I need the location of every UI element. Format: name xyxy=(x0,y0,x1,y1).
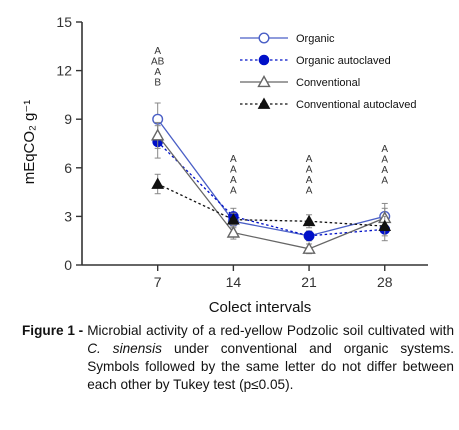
legend-label: Organic autoclaved xyxy=(296,55,391,67)
significance-letter: A xyxy=(306,186,313,197)
data-point xyxy=(378,219,392,232)
legend-marker xyxy=(258,32,270,44)
legend: Organic Organic autoclaved Conventional Con… xyxy=(240,32,416,111)
data-point xyxy=(302,214,316,227)
caption-text: Microbial activity of a red-yellow Podzo… xyxy=(87,322,454,394)
caption-label: Figure 1 - xyxy=(22,323,84,338)
significance-letter: A xyxy=(306,175,313,186)
x-tick-label: 21 xyxy=(301,274,317,290)
y-tick-label: 6 xyxy=(64,160,72,176)
series-layer xyxy=(150,102,392,255)
y-tick-label: 15 xyxy=(56,14,72,30)
y-axis-title: mEqCO₂ g⁻¹ xyxy=(21,100,38,185)
data-point xyxy=(150,128,165,141)
significance-letter: A xyxy=(381,155,388,166)
significance-letter: A xyxy=(230,175,237,186)
x-tick-label: 14 xyxy=(226,274,242,290)
legend-label: Conventional autoclaved xyxy=(296,99,416,111)
x-tick-label: 7 xyxy=(154,274,162,290)
data-point xyxy=(302,241,316,254)
figure-caption: Figure 1 - Microbial activity of a red-y… xyxy=(22,322,454,394)
data-point xyxy=(226,225,241,238)
legend-marker xyxy=(257,97,271,109)
series-conventional-autoclaved xyxy=(151,173,392,237)
data-point xyxy=(227,213,240,225)
series-line xyxy=(157,118,385,237)
significance-letter: A xyxy=(306,154,313,165)
significance-letter: A xyxy=(230,186,237,197)
y-tick-label: 0 xyxy=(64,257,72,273)
significance-letter: AB xyxy=(151,57,165,68)
series-organic-autoclaved xyxy=(152,125,391,242)
series-conventional xyxy=(150,121,392,255)
significance-letter: A xyxy=(154,46,161,57)
significance-letter: A xyxy=(230,165,237,176)
significance-letter: B xyxy=(154,78,161,89)
x-tick-label: 28 xyxy=(377,274,393,290)
caption-text-before: Microbial activity of a red-yellow Podzo… xyxy=(87,323,454,338)
y-tick-label: 12 xyxy=(56,63,72,79)
y-tick-label: 9 xyxy=(64,111,72,127)
x-axis-title: Colect intervals xyxy=(209,299,312,316)
legend-marker xyxy=(258,54,270,66)
legend-label: Conventional xyxy=(296,77,360,89)
data-point xyxy=(303,230,315,242)
axes: 0 3 6 9 12 15 7 14 21 28 xyxy=(56,14,428,290)
significance-letter: A xyxy=(381,176,388,187)
significance-letter: A xyxy=(381,144,388,155)
legend-marker xyxy=(257,75,271,88)
significance-letter: A xyxy=(154,67,161,78)
legend-label: Organic xyxy=(296,33,335,45)
data-point xyxy=(151,177,165,189)
significance-letter: A xyxy=(381,165,388,176)
caption-text-after: under conventional and organic systems. … xyxy=(87,341,455,392)
significance-letter: A xyxy=(230,154,237,165)
significance-letter: A xyxy=(306,165,313,176)
series-line xyxy=(157,135,385,250)
y-tick-label: 3 xyxy=(64,208,72,224)
series-line xyxy=(157,141,385,237)
caption-species: C. sinensis xyxy=(87,341,162,356)
series-line xyxy=(157,183,385,227)
